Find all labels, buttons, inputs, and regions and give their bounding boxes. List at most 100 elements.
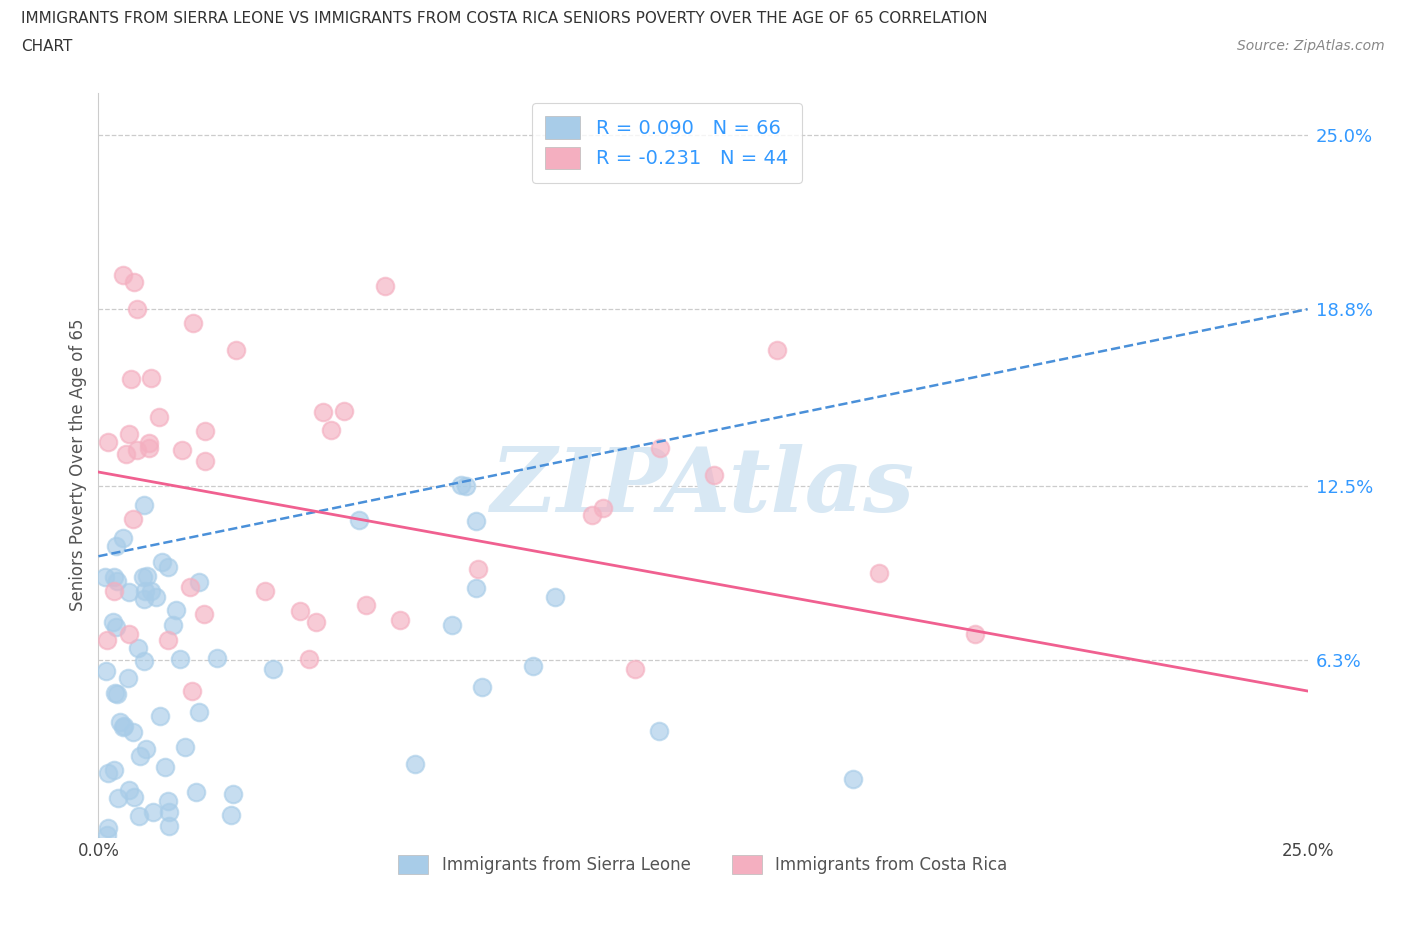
Point (111, 720, 134, 735)
Point (389, 612, 412, 627)
Point (103, 569, 125, 584)
Point (648, 724, 671, 738)
Point (128, 749, 150, 764)
Point (156, 793, 179, 808)
Point (188, 575, 211, 590)
Text: CHART: CHART (21, 39, 73, 54)
Point (118, 426, 141, 441)
Text: Source: ZipAtlas.com: Source: ZipAtlas.com (1237, 39, 1385, 53)
Point (121, 724, 143, 739)
Point (97, 765, 120, 780)
Point (965, 627, 987, 642)
Point (581, 508, 603, 523)
Point (592, 500, 614, 515)
Point (132, 497, 155, 512)
Point (103, 583, 125, 598)
Point (702, 467, 724, 482)
Point (648, 441, 671, 456)
Point (141, 584, 163, 599)
Point (450, 477, 472, 492)
Point (162, 618, 184, 632)
Point (110, 714, 132, 729)
Point (157, 804, 180, 819)
Point (118, 626, 141, 641)
Point (181, 316, 204, 331)
Point (122, 790, 145, 804)
Point (142, 804, 165, 819)
Point (93, 570, 115, 585)
Point (254, 584, 277, 599)
Point (312, 405, 335, 419)
Point (107, 790, 129, 805)
Point (104, 538, 127, 553)
Point (120, 371, 142, 386)
Point (288, 604, 311, 618)
Point (180, 684, 202, 698)
Point (112, 718, 135, 733)
Point (132, 570, 155, 585)
Point (125, 443, 148, 458)
Point (194, 423, 217, 438)
Point (97, 434, 120, 449)
Point (101, 615, 124, 630)
Point (136, 568, 159, 583)
Point (304, 615, 326, 630)
Point (124, 275, 146, 290)
Point (205, 651, 228, 666)
Point (221, 786, 243, 801)
Point (441, 618, 464, 632)
Point (115, 446, 138, 461)
Point (170, 442, 193, 457)
Point (134, 584, 156, 599)
Point (103, 763, 125, 777)
Point (127, 641, 149, 656)
Point (104, 619, 127, 634)
Point (138, 436, 160, 451)
Point (193, 606, 215, 621)
Point (105, 573, 128, 588)
Point (374, 279, 396, 294)
Point (105, 686, 128, 701)
Point (127, 301, 149, 316)
Point (404, 756, 426, 771)
Text: IMMIGRANTS FROM SIERRA LEONE VS IMMIGRANTS FROM COSTA RICA SENIORS POVERTY OVER : IMMIGRANTS FROM SIERRA LEONE VS IMMIGRAN… (21, 11, 987, 26)
Point (544, 590, 567, 604)
Point (111, 268, 134, 283)
Point (139, 371, 162, 386)
Point (186, 784, 208, 799)
Point (471, 680, 494, 695)
Point (148, 409, 170, 424)
Point (156, 559, 179, 574)
Point (219, 808, 242, 823)
Point (522, 658, 544, 673)
Point (145, 590, 167, 604)
Y-axis label: Seniors Poverty Over the Age of 65: Seniors Poverty Over the Age of 65 (69, 319, 87, 611)
Point (194, 454, 217, 469)
Point (225, 342, 247, 357)
Point (96, 632, 118, 647)
Point (169, 652, 191, 667)
Point (153, 760, 176, 775)
Point (319, 422, 342, 437)
Text: ZIPAtlas: ZIPAtlas (492, 444, 914, 531)
Point (97, 821, 120, 836)
Point (117, 782, 139, 797)
Point (157, 819, 180, 834)
Point (149, 709, 172, 724)
Point (135, 741, 157, 756)
Point (96, 663, 118, 678)
Point (298, 652, 321, 667)
Point (174, 740, 197, 755)
Point (333, 404, 356, 418)
Point (456, 479, 478, 494)
Point (134, 654, 156, 669)
Point (150, 555, 173, 570)
Point (128, 808, 150, 823)
Legend: Immigrants from Sierra Leone, Immigrants from Costa Rica: Immigrants from Sierra Leone, Immigrants… (388, 845, 1018, 884)
Point (117, 671, 139, 685)
Point (138, 441, 160, 456)
Point (104, 685, 127, 700)
Point (118, 585, 141, 600)
Point (624, 661, 647, 676)
Point (467, 562, 489, 577)
